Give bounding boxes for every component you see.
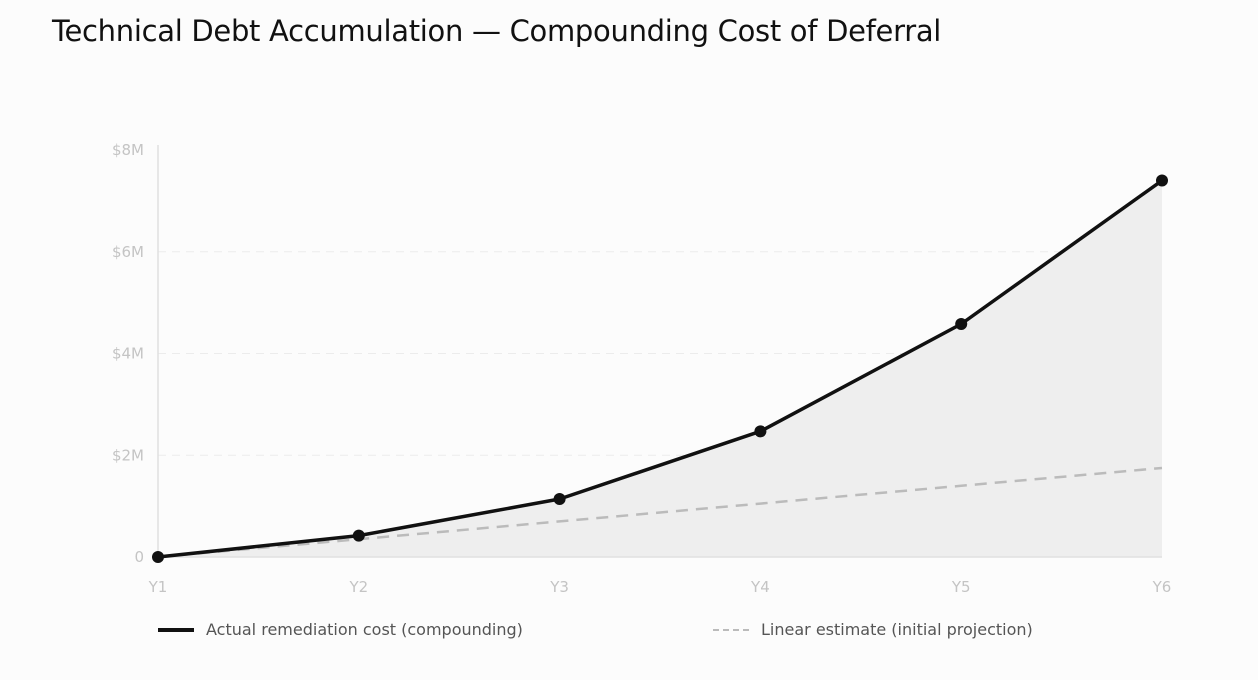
data-point	[955, 317, 968, 330]
data-point	[754, 425, 767, 438]
x-tick-label: Y3	[549, 578, 569, 596]
legend-item-actual: Actual remediation cost (compounding)	[158, 620, 523, 639]
legend-swatch-dashed	[713, 628, 749, 631]
y-tick-label: 0	[134, 548, 144, 566]
x-tick-label: Y2	[348, 578, 368, 596]
y-tick-label: $2M	[112, 446, 144, 464]
legend-item-linear: Linear estimate (initial projection)	[713, 620, 1033, 639]
y-tick-label: $6M	[112, 243, 144, 261]
actual-cost-line	[157, 179, 1164, 559]
y-tick-label: $8M	[112, 141, 144, 159]
x-tick-label: Y5	[951, 578, 971, 596]
chart-title: Technical Debt Accumulation — Compoundin…	[52, 14, 942, 48]
data-point	[352, 529, 365, 542]
data-point	[1156, 174, 1168, 187]
y-tick-label: $4M	[112, 345, 144, 363]
data-point	[553, 493, 566, 506]
x-tick-label: Y1	[148, 578, 168, 596]
linear-estimate-line	[157, 466, 1163, 559]
x-tick-label: Y6	[1152, 578, 1172, 596]
legend-label: Linear estimate (initial projection)	[761, 620, 1033, 639]
data-point	[152, 551, 164, 563]
area-fill	[158, 180, 1162, 557]
legend-swatch-solid	[158, 627, 194, 632]
x-tick-label: Y4	[750, 578, 770, 596]
legend-label: Actual remediation cost (compounding)	[206, 620, 523, 639]
